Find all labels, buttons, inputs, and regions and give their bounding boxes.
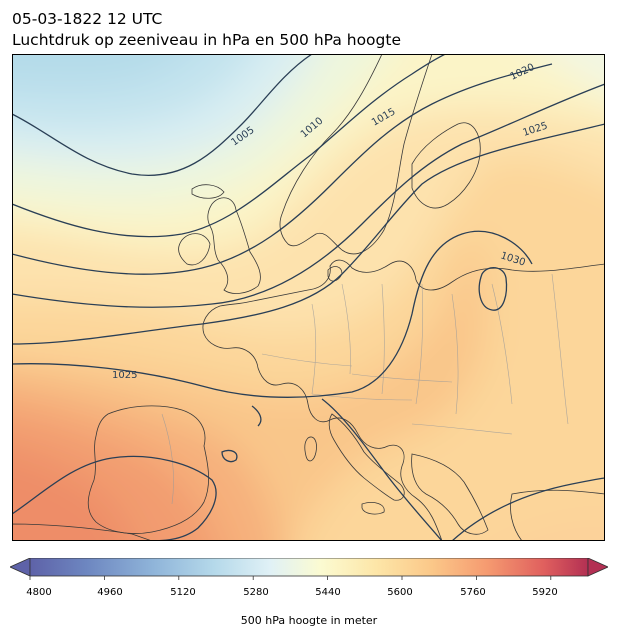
weather-map: 1005 1010 1015 1020 1025 1030 1025 (12, 54, 605, 541)
colorbar-ticks (29, 576, 552, 580)
colorbar-tick-label: 5760 (460, 587, 485, 598)
colorbar-tick-label: 5440 (315, 587, 340, 598)
colorbar-tick-label: 5120 (170, 587, 195, 598)
colorbar-extend-right (587, 557, 609, 577)
isobar-label: 1025 (112, 370, 137, 381)
map-datetime: 05-03-1822 12 UTC (12, 10, 163, 28)
colorbar-tick-label: 5920 (532, 587, 557, 598)
colorbar-tick-label: 5280 (243, 587, 268, 598)
coastlines (12, 54, 605, 541)
colorbar: 4800 4960 5120 5280 5440 5600 5760 5920 (9, 557, 609, 618)
borders (161, 273, 569, 505)
height-field (12, 54, 605, 541)
colorbar-extend-left (9, 557, 31, 577)
map-title: Luchtdruk op zeeniveau in hPa en 500 hPa… (12, 31, 401, 49)
colorbar-bar (29, 557, 589, 577)
colorbar-tick-label: 5600 (387, 587, 412, 598)
colorbar-tick-label: 4960 (97, 587, 122, 598)
colorbar-label: 500 hPa hoogte in meter (240, 614, 378, 627)
isobars (12, 54, 605, 541)
colorbar-tick-label: 4800 (26, 587, 51, 598)
